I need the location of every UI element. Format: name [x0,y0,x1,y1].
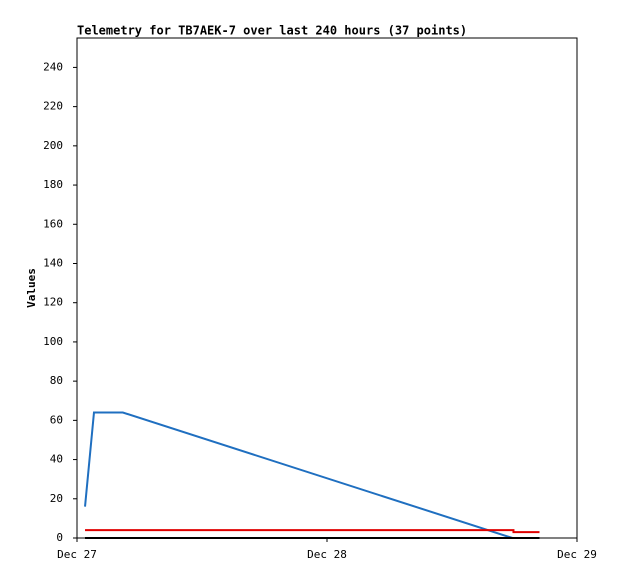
y-tick-label: 100 [43,335,63,348]
y-tick-label: 240 [43,60,63,73]
y-tick-label: 40 [50,453,63,466]
y-tick-label: 80 [50,374,63,387]
x-tick-label: Dec 27 [57,548,97,561]
y-tick-label: 200 [43,139,63,152]
x-tick-label: Dec 28 [307,548,347,561]
series-line [85,529,540,534]
y-tick-label: 140 [43,256,63,269]
chart-title: Telemetry for TB7AEK-7 over last 240 hou… [77,24,467,38]
plot-frame [76,37,578,539]
y-tick-label: 120 [43,296,63,309]
y-tick-label: 0 [56,531,63,544]
y-tick-label: 60 [50,413,63,426]
y-tick-label: 160 [43,217,63,230]
series-line [84,411,513,539]
y-tick-label: 220 [43,100,63,113]
y-tick-label: 20 [50,492,63,505]
x-tick-label: Dec 29 [557,548,597,561]
y-tick-label: 180 [43,178,63,191]
y-axis-label: Values [25,268,38,308]
